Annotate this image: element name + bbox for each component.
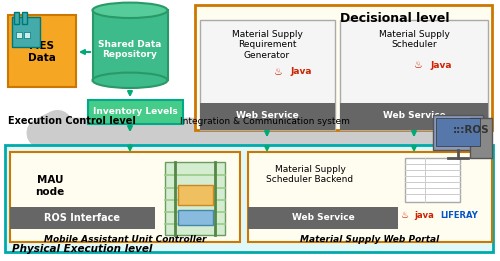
Text: Execution Control level: Execution Control level bbox=[8, 116, 136, 126]
Text: Decisional level: Decisional level bbox=[340, 12, 450, 25]
FancyBboxPatch shape bbox=[433, 115, 483, 150]
Text: Web Service: Web Service bbox=[382, 111, 446, 121]
FancyBboxPatch shape bbox=[22, 12, 27, 24]
Text: Material Supply
Scheduler: Material Supply Scheduler bbox=[378, 30, 450, 49]
FancyBboxPatch shape bbox=[5, 145, 493, 252]
Text: Inventory Levels: Inventory Levels bbox=[92, 108, 178, 116]
Text: :::ROS: :::ROS bbox=[454, 125, 490, 135]
FancyBboxPatch shape bbox=[12, 17, 40, 47]
FancyBboxPatch shape bbox=[178, 210, 213, 225]
FancyBboxPatch shape bbox=[16, 32, 22, 38]
FancyBboxPatch shape bbox=[405, 158, 460, 202]
FancyBboxPatch shape bbox=[10, 152, 240, 242]
FancyBboxPatch shape bbox=[195, 5, 492, 130]
Text: Physical Execution level: Physical Execution level bbox=[12, 244, 152, 254]
Text: Material Supply
Requirement
Generator: Material Supply Requirement Generator bbox=[232, 30, 302, 60]
FancyBboxPatch shape bbox=[200, 103, 335, 130]
FancyBboxPatch shape bbox=[340, 20, 488, 130]
FancyBboxPatch shape bbox=[24, 32, 30, 38]
Text: Material Supply
Scheduler Backend: Material Supply Scheduler Backend bbox=[266, 165, 354, 185]
Text: ROS Interface: ROS Interface bbox=[44, 213, 120, 223]
Text: Java: Java bbox=[290, 68, 312, 76]
Text: Java: Java bbox=[430, 61, 452, 69]
Ellipse shape bbox=[92, 73, 168, 88]
FancyBboxPatch shape bbox=[248, 207, 398, 229]
FancyBboxPatch shape bbox=[200, 20, 335, 130]
FancyBboxPatch shape bbox=[178, 185, 213, 205]
Text: Web Service: Web Service bbox=[236, 111, 298, 121]
Text: java: java bbox=[414, 211, 434, 220]
Text: Web Service: Web Service bbox=[292, 213, 354, 222]
Text: ♨: ♨ bbox=[414, 60, 422, 70]
FancyBboxPatch shape bbox=[248, 152, 492, 242]
Polygon shape bbox=[165, 162, 225, 235]
FancyBboxPatch shape bbox=[436, 118, 480, 146]
FancyBboxPatch shape bbox=[340, 103, 488, 130]
FancyBboxPatch shape bbox=[88, 100, 183, 124]
Text: Shared Data
Repository: Shared Data Repository bbox=[98, 40, 162, 59]
Text: ♨: ♨ bbox=[400, 211, 408, 220]
Text: LIFERAY: LIFERAY bbox=[440, 211, 478, 220]
Ellipse shape bbox=[92, 3, 168, 18]
Text: MES
Data: MES Data bbox=[28, 41, 56, 63]
Text: ♨: ♨ bbox=[274, 67, 282, 77]
FancyBboxPatch shape bbox=[8, 15, 76, 87]
Text: Material Supply Web Portal: Material Supply Web Portal bbox=[300, 234, 440, 244]
Text: MAU
node: MAU node bbox=[36, 175, 64, 197]
Polygon shape bbox=[92, 10, 168, 80]
FancyBboxPatch shape bbox=[470, 118, 492, 158]
Text: Mobile Assistant Unit Controller: Mobile Assistant Unit Controller bbox=[44, 234, 206, 244]
Text: Integration & Communication system: Integration & Communication system bbox=[180, 117, 350, 126]
FancyBboxPatch shape bbox=[14, 12, 19, 24]
FancyBboxPatch shape bbox=[10, 207, 155, 229]
